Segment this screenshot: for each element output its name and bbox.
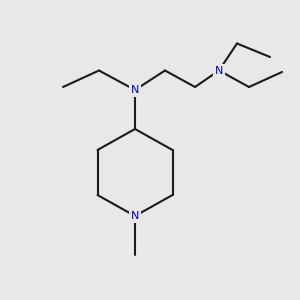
Text: N: N xyxy=(215,65,223,76)
Text: N: N xyxy=(131,211,139,221)
Text: N: N xyxy=(131,85,139,95)
